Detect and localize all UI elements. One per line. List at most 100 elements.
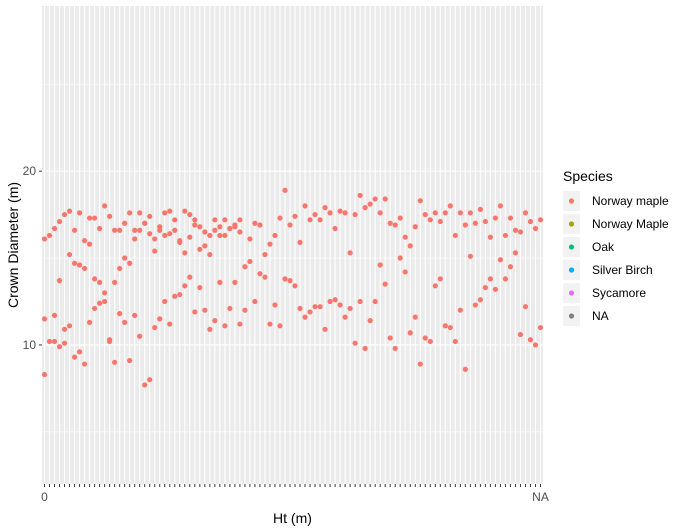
data-point	[117, 265, 123, 272]
legend-label: Norway maple	[592, 194, 669, 208]
data-point	[182, 250, 188, 256]
data-point	[247, 258, 253, 265]
data-point	[66, 323, 73, 329]
data-point	[232, 279, 238, 285]
data-point	[347, 305, 353, 312]
data-point	[317, 304, 323, 310]
data-point	[472, 220, 478, 226]
data-point	[412, 224, 418, 230]
data-point	[527, 218, 534, 225]
data-point	[417, 198, 423, 204]
data-point	[392, 345, 398, 352]
data-point	[382, 281, 388, 287]
data-point	[297, 239, 303, 245]
data-point	[127, 260, 133, 266]
data-point	[97, 300, 103, 306]
data-point	[237, 321, 243, 327]
data-point	[517, 229, 524, 235]
data-point	[102, 290, 108, 296]
data-point	[212, 227, 218, 233]
data-point	[127, 357, 133, 364]
data-point	[71, 260, 78, 266]
data-point	[462, 366, 468, 372]
data-point	[197, 284, 203, 291]
data-point	[117, 227, 123, 233]
data-point	[532, 342, 539, 348]
data-point	[382, 196, 388, 202]
data-point	[277, 215, 283, 221]
data-point	[61, 340, 68, 346]
data-point	[332, 297, 338, 303]
data-point	[182, 208, 188, 214]
data-point	[167, 321, 173, 327]
data-point	[41, 371, 48, 378]
data-point	[56, 278, 63, 284]
data-point	[387, 220, 393, 226]
data-point	[262, 274, 268, 280]
data-point	[537, 217, 544, 223]
data-point	[452, 232, 458, 239]
data-point	[537, 324, 544, 331]
data-point	[397, 255, 403, 261]
data-point	[272, 302, 278, 308]
data-point	[162, 210, 168, 216]
data-point	[272, 232, 278, 239]
data-point	[327, 210, 333, 216]
data-point	[152, 236, 158, 242]
data-point	[367, 201, 373, 207]
data-point	[76, 262, 83, 268]
data-point	[302, 203, 308, 209]
data-point	[407, 330, 413, 336]
data-point	[112, 279, 118, 285]
data-point	[437, 276, 443, 282]
data-point	[427, 217, 433, 223]
data-point	[122, 255, 128, 261]
data-point	[362, 345, 368, 352]
data-point	[86, 319, 93, 325]
data-point	[152, 248, 158, 254]
data-point	[217, 279, 223, 285]
data-point	[442, 323, 448, 329]
data-point	[527, 337, 534, 343]
data-point	[86, 215, 93, 221]
data-point	[307, 217, 313, 223]
data-point	[507, 264, 514, 270]
data-point	[377, 262, 383, 268]
x-tick-label: 0	[41, 490, 48, 504]
data-point	[472, 302, 478, 308]
data-point	[322, 205, 328, 211]
y-tick-label: 20	[23, 164, 37, 178]
data-point	[312, 211, 318, 218]
data-point	[322, 326, 328, 332]
legend-label: Silver Birch	[592, 263, 653, 277]
data-point	[257, 222, 263, 228]
data-point	[122, 319, 128, 325]
data-point	[66, 208, 73, 214]
data-point	[66, 251, 73, 258]
data-points	[41, 187, 544, 388]
data-point	[122, 220, 128, 226]
data-point	[432, 210, 438, 216]
data-point	[192, 222, 198, 228]
x-tick-label: NA	[532, 490, 549, 504]
data-point	[217, 232, 223, 239]
legend-label: Sycamore	[592, 286, 646, 300]
data-point	[207, 326, 213, 332]
y-axis-ticks: 10 20	[23, 164, 42, 352]
data-point	[212, 217, 218, 223]
legend-marker	[568, 267, 575, 273]
data-point	[492, 286, 499, 292]
data-point	[332, 225, 338, 232]
legend-title: Species	[563, 168, 613, 184]
data-point	[502, 276, 509, 282]
data-point	[482, 284, 488, 291]
data-point	[302, 314, 308, 320]
data-point	[357, 192, 363, 199]
data-point	[242, 307, 248, 313]
data-point	[512, 250, 519, 256]
legend-marker	[568, 244, 575, 250]
data-point	[71, 227, 78, 233]
data-point	[162, 232, 168, 239]
data-point	[172, 227, 178, 233]
